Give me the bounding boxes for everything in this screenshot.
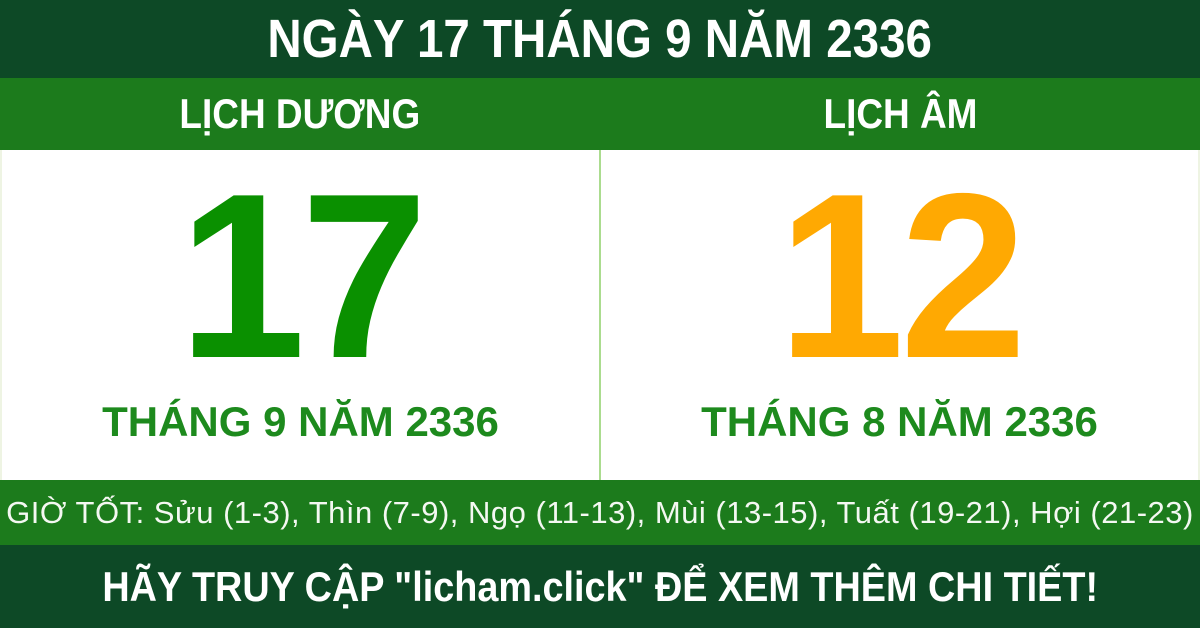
calendar-day-area: 17 THÁNG 9 NĂM 2336 12 THÁNG 8 NĂM 2336 bbox=[0, 150, 1200, 480]
lunar-day-panel: 12 THÁNG 8 NĂM 2336 bbox=[601, 150, 1198, 480]
solar-day-number-box: 17 bbox=[175, 150, 427, 400]
solar-day-number: 17 bbox=[178, 143, 427, 407]
good-hours-bar: GIỜ TỐT: Sửu (1-3), Thìn (7-9), Ngọ (11-… bbox=[0, 480, 1200, 545]
footer-cta-bar: HÃY TRUY CẬP "licham.click" ĐỂ XEM THÊM … bbox=[0, 545, 1200, 628]
solar-calendar-label: LỊCH DƯƠNG bbox=[179, 90, 421, 137]
lunar-month-year: THÁNG 8 NĂM 2336 bbox=[701, 398, 1098, 445]
lunar-calendar-label: LỊCH ÂM bbox=[822, 90, 977, 137]
lunar-day-number: 12 bbox=[777, 143, 1026, 407]
page-title: NGÀY 17 THÁNG 9 NĂM 2336 bbox=[267, 9, 933, 69]
calendar-type-header: LỊCH DƯƠNG LỊCH ÂM bbox=[0, 78, 1200, 150]
solar-day-panel: 17 THÁNG 9 NĂM 2336 bbox=[2, 150, 599, 480]
column-divider bbox=[599, 150, 601, 480]
solar-calendar-header-cell: LỊCH DƯƠNG bbox=[0, 78, 600, 150]
lunar-day-number-box: 12 bbox=[774, 150, 1026, 400]
solar-month-year: THÁNG 9 NĂM 2336 bbox=[102, 398, 499, 445]
footer-cta-text: HÃY TRUY CẬP "licham.click" ĐỂ XEM THÊM … bbox=[102, 562, 1098, 610]
top-header-bar: NGÀY 17 THÁNG 9 NĂM 2336 bbox=[0, 0, 1200, 78]
good-hours-text: GIỜ TỐT: Sửu (1-3), Thìn (7-9), Ngọ (11-… bbox=[6, 495, 1194, 530]
lunar-calendar-header-cell: LỊCH ÂM bbox=[600, 78, 1200, 150]
